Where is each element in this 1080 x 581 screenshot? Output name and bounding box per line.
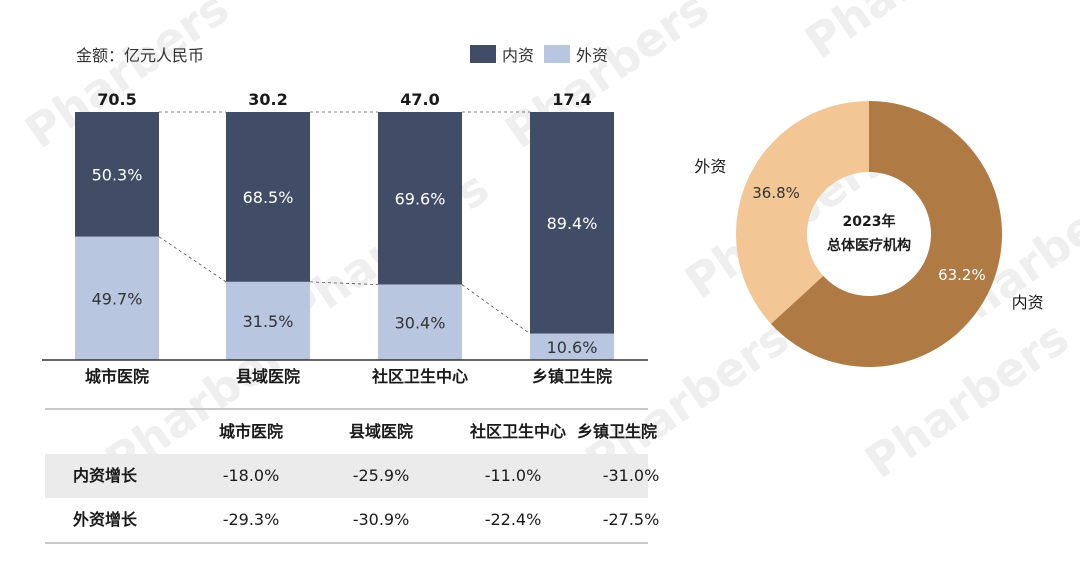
donut-slice-foreign [736,101,869,324]
table-cell: -27.5% [581,498,681,542]
table-row: 内资增长 -18.0% -25.9% -11.0% -31.0% [45,454,648,498]
table-cell: -18.0% [201,454,301,498]
donut-value-label-domestic: 63.2% [938,266,986,284]
donut-center-label: 总体医疗机构 [827,237,911,254]
table-row-label: 内资增长 [73,454,137,498]
table-cell: -11.0% [463,454,563,498]
donut-slice-name-domestic: 内资 [1012,293,1044,312]
table-top-rule [45,408,648,410]
table-row: 外资增长 -29.3% -30.9% -22.4% -27.5% [45,498,648,542]
table-cell: -31.0% [581,454,681,498]
donut-value-label-foreign: 36.8% [752,184,800,202]
growth-table: 城市医院 县域医院 社区卫生中心 乡镇卫生院 内资增长 -18.0% -25.9… [45,408,648,544]
table-row-label: 外资增长 [73,498,137,542]
donut-slice-name-foreign: 外资 [694,157,726,176]
table-cell: -29.3% [201,498,301,542]
donut-center-label: 2023年 [843,213,896,230]
table-header-cell: 城市医院 [181,410,321,454]
table-bottom-rule [45,542,648,544]
table-cell: -30.9% [331,498,431,542]
table-header-cell: 乡镇卫生院 [567,410,667,454]
table-header-row: 城市医院 县域医院 社区卫生中心 乡镇卫生院 [45,410,648,454]
table-cell: -25.9% [331,454,431,498]
table-header-cell: 县域医院 [311,410,451,454]
table-cell: -22.4% [463,498,563,542]
